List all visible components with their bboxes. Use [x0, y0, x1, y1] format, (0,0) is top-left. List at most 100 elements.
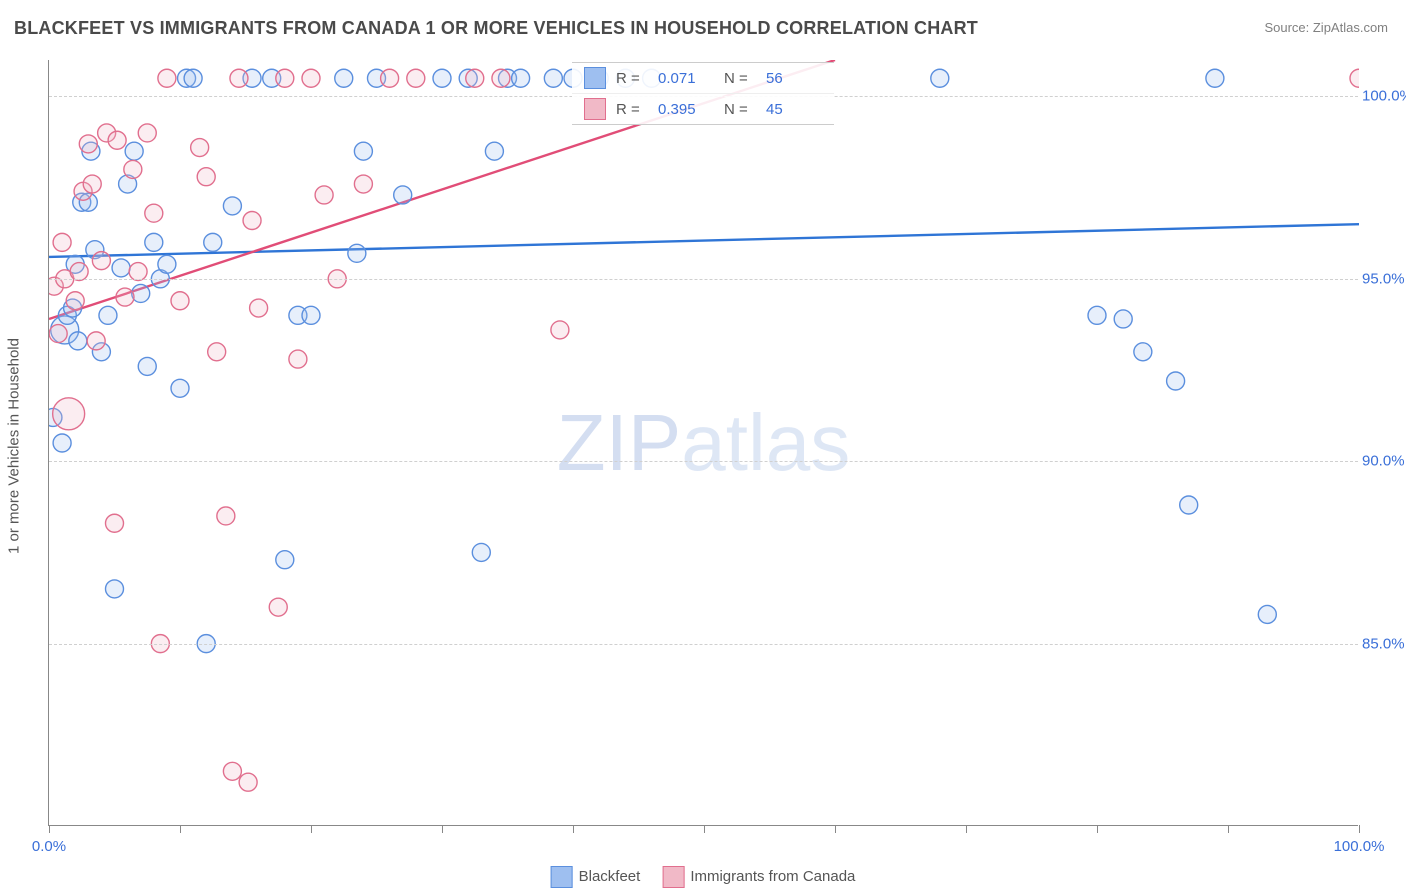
y-tick-label: 85.0%: [1362, 635, 1406, 652]
legend-swatch: [662, 866, 684, 888]
stat-label: N =: [724, 70, 756, 87]
legend-swatch: [584, 67, 606, 89]
scatter-point: [145, 233, 163, 251]
scatter-point: [223, 197, 241, 215]
x-tick-label: 0.0%: [32, 838, 66, 855]
stat-n-value: 56: [766, 70, 822, 87]
scatter-point: [302, 69, 320, 87]
x-tick: [442, 825, 443, 833]
scatter-point: [106, 514, 124, 532]
x-tick: [1228, 825, 1229, 833]
scatter-point: [289, 350, 307, 368]
x-tick: [180, 825, 181, 833]
legend-swatch: [584, 98, 606, 120]
scatter-point: [145, 204, 163, 222]
scatter-point: [1134, 343, 1152, 361]
scatter-point: [1088, 306, 1106, 324]
scatter-point: [66, 292, 84, 310]
scatter-point: [276, 551, 294, 569]
scatter-point: [394, 186, 412, 204]
scatter-point: [407, 69, 425, 87]
legend-label: Blackfeet: [579, 868, 641, 885]
scatter-point: [302, 306, 320, 324]
chart-container: BLACKFEET VS IMMIGRANTS FROM CANADA 1 OR…: [0, 0, 1406, 892]
scatter-point: [53, 233, 71, 251]
legend-item: Blackfeet: [551, 866, 641, 888]
legend-stats-row: R = 0.071 N = 56: [572, 63, 834, 93]
scatter-point: [354, 175, 372, 193]
scatter-point: [158, 69, 176, 87]
scatter-point: [138, 357, 156, 375]
scatter-point: [79, 135, 97, 153]
scatter-point: [239, 773, 257, 791]
x-tick: [1097, 825, 1098, 833]
scatter-point: [381, 69, 399, 87]
scatter-point: [99, 306, 117, 324]
scatter-point: [466, 69, 484, 87]
scatter-point: [208, 343, 226, 361]
legend-swatch: [551, 866, 573, 888]
legend-label: Immigrants from Canada: [690, 868, 855, 885]
stat-label: R =: [616, 70, 648, 87]
scatter-point: [1114, 310, 1132, 328]
scatter-point: [492, 69, 510, 87]
scatter-point: [472, 543, 490, 561]
scatter-point: [269, 598, 287, 616]
scatter-point: [1167, 372, 1185, 390]
scatter-point: [49, 325, 67, 343]
x-tick: [966, 825, 967, 833]
scatter-point: [1180, 496, 1198, 514]
scatter-point: [184, 69, 202, 87]
y-axis-title: 1 or more Vehicles in Household: [6, 338, 23, 554]
scatter-point: [1258, 605, 1276, 623]
scatter-point: [132, 284, 150, 302]
plot-area: ZIPatlas 85.0%90.0%95.0%100.0%0.0%100.0%: [48, 60, 1358, 826]
scatter-point: [335, 69, 353, 87]
scatter-point: [92, 252, 110, 270]
scatter-point: [544, 69, 562, 87]
scatter-point: [106, 580, 124, 598]
scatter-point: [348, 244, 366, 262]
scatter-point: [551, 321, 569, 339]
legend-item: Immigrants from Canada: [662, 866, 855, 888]
scatter-point: [53, 434, 71, 452]
scatter-point: [197, 168, 215, 186]
x-tick: [1359, 825, 1360, 833]
scatter-point: [276, 69, 294, 87]
x-tick-label: 100.0%: [1334, 838, 1385, 855]
scatter-point: [1206, 69, 1224, 87]
source-label: Source: ZipAtlas.com: [1264, 20, 1388, 35]
scatter-point: [354, 142, 372, 160]
scatter-point: [433, 69, 451, 87]
y-tick-label: 95.0%: [1362, 270, 1406, 287]
scatter-point: [223, 762, 241, 780]
gridline-h: [49, 461, 1358, 462]
gridline-h: [49, 279, 1358, 280]
scatter-point: [171, 379, 189, 397]
scatter-point: [53, 398, 85, 430]
legend-stats-row: R = 0.395 N = 45: [572, 93, 834, 124]
scatter-point: [243, 211, 261, 229]
scatter-point: [217, 507, 235, 525]
scatter-point: [158, 255, 176, 273]
stat-r-value: 0.395: [658, 101, 714, 118]
stat-n-value: 45: [766, 101, 822, 118]
scatter-point: [931, 69, 949, 87]
scatter-point: [138, 124, 156, 142]
x-tick: [835, 825, 836, 833]
x-tick: [704, 825, 705, 833]
chart-title: BLACKFEET VS IMMIGRANTS FROM CANADA 1 OR…: [14, 18, 978, 39]
stat-label: N =: [724, 101, 756, 118]
legend-bottom: Blackfeet Immigrants from Canada: [551, 866, 856, 888]
scatter-point: [87, 332, 105, 350]
y-tick-label: 90.0%: [1362, 453, 1406, 470]
stat-label: R =: [616, 101, 648, 118]
x-tick: [573, 825, 574, 833]
scatter-point: [485, 142, 503, 160]
stat-r-value: 0.071: [658, 70, 714, 87]
gridline-h: [49, 644, 1358, 645]
scatter-point: [1350, 69, 1359, 87]
scatter-point: [250, 299, 268, 317]
scatter-point: [83, 175, 101, 193]
x-tick: [49, 825, 50, 833]
